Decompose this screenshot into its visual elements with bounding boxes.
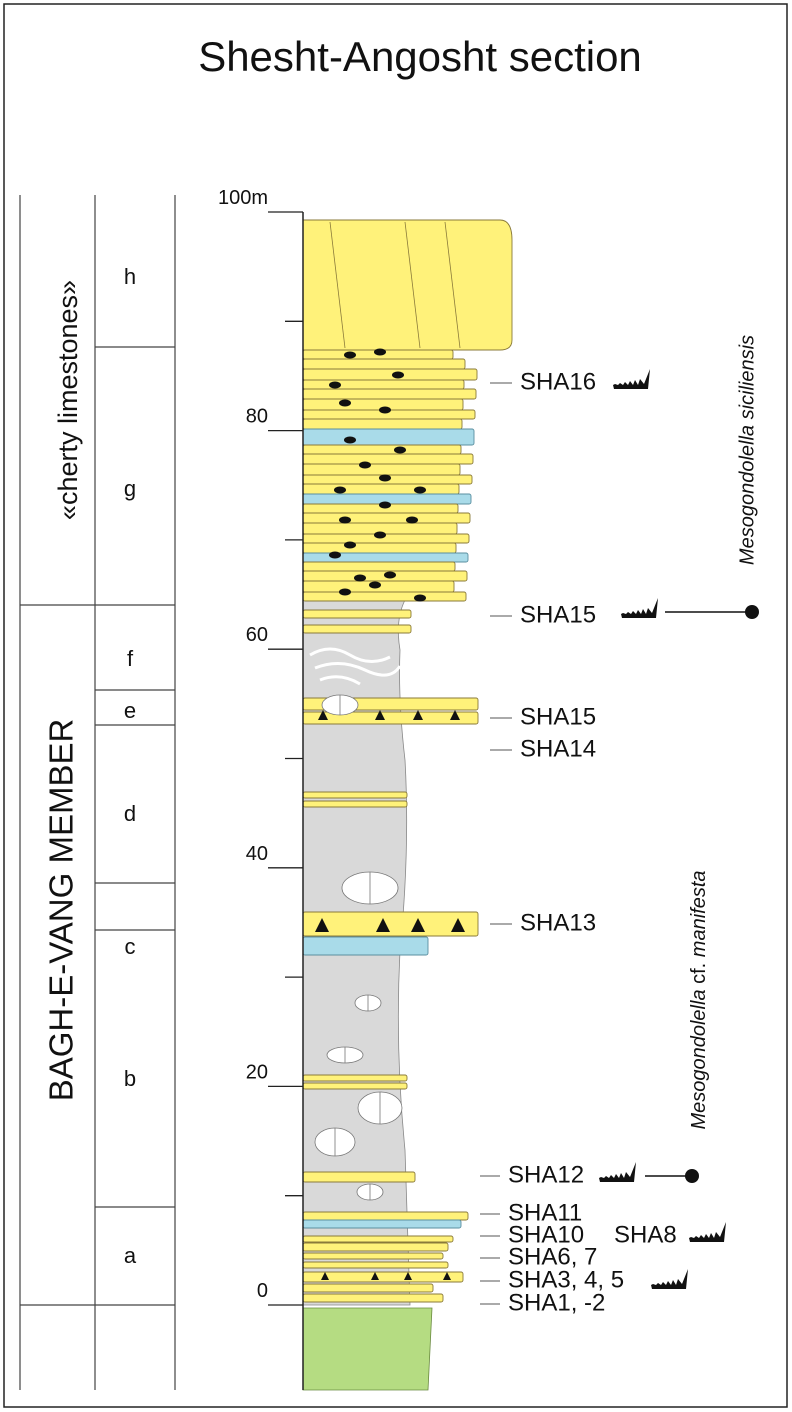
- chert-nodule: [329, 382, 341, 389]
- bed: [303, 513, 470, 523]
- bed: [303, 534, 469, 543]
- unit-label: d: [124, 801, 136, 826]
- sample-label: SHA15: [520, 703, 596, 730]
- unit-label: e: [124, 698, 136, 723]
- bed: [303, 419, 462, 429]
- bed: [303, 369, 477, 380]
- bed: [303, 1243, 448, 1251]
- chert-nodule: [339, 589, 351, 596]
- bed: [303, 610, 411, 618]
- unit-label: a: [124, 1243, 137, 1268]
- bed: [303, 543, 456, 553]
- bed: [303, 1236, 453, 1242]
- unit-label: h: [124, 264, 136, 289]
- bed: [303, 792, 407, 798]
- bed: [303, 359, 465, 369]
- chert-nodule: [406, 517, 418, 524]
- chert-nodule: [329, 552, 341, 559]
- chert-nodule: [339, 517, 351, 524]
- sample-label: SHA14: [520, 735, 596, 762]
- chert-nodule: [354, 575, 366, 582]
- bed: [303, 464, 460, 475]
- unit-label: g: [124, 476, 136, 501]
- chert-nodule: [379, 502, 391, 509]
- sample-label: SHA1, -2: [508, 1289, 605, 1316]
- sample-label: SHA13: [520, 909, 596, 936]
- conodont-icon: [651, 1269, 688, 1289]
- conodont-icon: [621, 598, 658, 618]
- sample-label: SHA8: [614, 1221, 677, 1248]
- zone-label: Mesogondolella cf. manifesta: [688, 870, 710, 1129]
- unit-label: b: [124, 1066, 136, 1091]
- chert-nodule: [344, 542, 356, 549]
- bed: [303, 484, 459, 494]
- bed: [303, 912, 478, 936]
- bed: [303, 801, 407, 807]
- chert-nodule: [369, 582, 381, 589]
- chert-nodule: [344, 352, 356, 359]
- bed: [303, 454, 473, 464]
- bed: [303, 1212, 468, 1220]
- chert-nodule: [359, 462, 371, 469]
- bed: [303, 1284, 433, 1292]
- unit-label: c: [125, 934, 136, 959]
- chert-nodule: [414, 487, 426, 494]
- sample-label: SHA15: [520, 601, 596, 628]
- zone-genus: Mesogondolella: [688, 989, 710, 1129]
- chert-nodule: [344, 437, 356, 444]
- chert-nodule: [384, 572, 396, 579]
- sample-label: SHA16: [520, 368, 596, 395]
- bed: [303, 1075, 407, 1081]
- formation-label: «cherty limestones»: [53, 280, 83, 520]
- chert-nodule: [374, 349, 386, 356]
- conodont-icon: [599, 1162, 636, 1182]
- unit-label: f: [127, 646, 134, 671]
- chert-nodule: [394, 447, 406, 454]
- bed: [303, 1294, 443, 1302]
- scale-label: 40: [246, 843, 268, 865]
- bed: [303, 1172, 415, 1182]
- bed: [303, 389, 476, 399]
- bed: [303, 562, 455, 571]
- diagram: Shesht-Angosht section «cherty limestone…: [0, 0, 792, 1412]
- scale-label: 80: [246, 406, 268, 428]
- conodont-icon: [689, 1222, 726, 1242]
- chert-band: [303, 429, 474, 445]
- zone-dot: [745, 605, 759, 619]
- bed: [303, 1262, 448, 1268]
- sample-label: SHA12: [508, 1161, 584, 1188]
- bed: [303, 380, 464, 389]
- title: Shesht-Angosht section: [198, 33, 642, 80]
- scale-label: 60: [246, 624, 268, 646]
- chert-nodule: [374, 532, 386, 539]
- chert-band: [303, 937, 428, 955]
- bed: [303, 445, 461, 454]
- zone-qualifier: cf.: [688, 963, 710, 984]
- chert-band: [303, 553, 468, 562]
- chert-band: [303, 1220, 461, 1228]
- chert-nodule: [392, 372, 404, 379]
- conodont-icon: [613, 369, 650, 389]
- scale-label: 0: [257, 1280, 268, 1302]
- chert-nodule: [334, 487, 346, 494]
- zone-species: manifesta: [688, 870, 710, 957]
- base: [303, 1308, 432, 1390]
- zone-dot: [685, 1169, 699, 1183]
- scale-label: 20: [246, 1061, 268, 1083]
- bed: [303, 1253, 443, 1259]
- zone-label: Mesogondolella siciliensis: [736, 335, 758, 565]
- formation-label: BAGH-E-VANG MEMBER: [43, 719, 80, 1102]
- chert-nodule: [414, 595, 426, 602]
- chert-nodule: [339, 400, 351, 407]
- bed: [303, 1083, 407, 1089]
- bed: [303, 625, 411, 633]
- chert-nodule: [379, 407, 391, 414]
- massive-limestone: [303, 220, 512, 350]
- page: {"header": {"title": "Shesht-Angosht sec…: [0, 0, 792, 1412]
- bed: [303, 592, 466, 601]
- chert-nodule: [379, 475, 391, 482]
- scale-label: 100m: [218, 187, 268, 209]
